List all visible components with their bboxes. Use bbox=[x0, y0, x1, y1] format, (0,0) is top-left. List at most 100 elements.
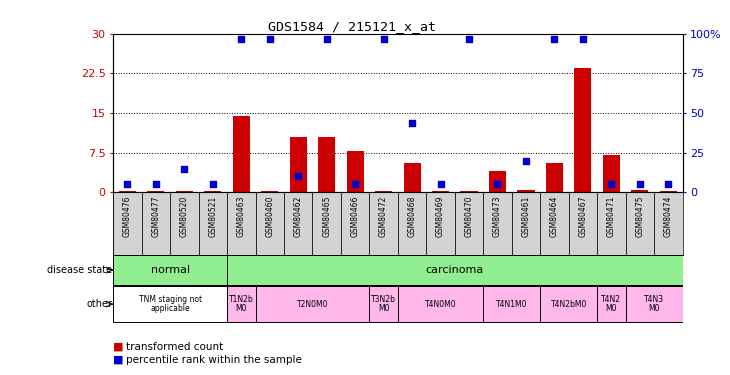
Point bbox=[264, 36, 276, 42]
Text: GSM80464: GSM80464 bbox=[550, 195, 559, 237]
Bar bbox=[176, 191, 193, 192]
Bar bbox=[318, 137, 335, 192]
Point bbox=[406, 120, 418, 126]
Bar bbox=[546, 163, 563, 192]
Bar bbox=[142, 192, 170, 255]
Point bbox=[435, 182, 447, 188]
Bar bbox=[284, 192, 312, 255]
Text: T4N2
M0: T4N2 M0 bbox=[602, 295, 621, 314]
Text: GSM80467: GSM80467 bbox=[578, 195, 588, 237]
Text: GSM80461: GSM80461 bbox=[521, 195, 531, 237]
Bar bbox=[375, 191, 392, 192]
Text: GSM80473: GSM80473 bbox=[493, 195, 502, 237]
Text: transformed count: transformed count bbox=[126, 342, 223, 352]
Text: TNM staging not
applicable: TNM staging not applicable bbox=[139, 295, 201, 314]
Point bbox=[663, 182, 675, 188]
Text: GSM80469: GSM80469 bbox=[436, 195, 445, 237]
Text: GSM80462: GSM80462 bbox=[293, 195, 303, 237]
Text: GSM80460: GSM80460 bbox=[265, 195, 274, 237]
Bar bbox=[461, 191, 477, 192]
Text: T4N3
M0: T4N3 M0 bbox=[644, 295, 664, 314]
Text: carcinoma: carcinoma bbox=[426, 265, 484, 275]
Bar bbox=[631, 190, 648, 192]
Bar bbox=[347, 151, 364, 192]
Text: disease state: disease state bbox=[47, 265, 112, 275]
Bar bbox=[227, 192, 256, 255]
Bar bbox=[255, 192, 284, 255]
Point bbox=[350, 182, 361, 188]
Bar bbox=[603, 155, 620, 192]
Bar bbox=[626, 286, 683, 322]
Text: T4N0M0: T4N0M0 bbox=[425, 300, 456, 309]
Bar bbox=[290, 137, 307, 192]
Text: T4N2bM0: T4N2bM0 bbox=[550, 300, 587, 309]
Point bbox=[293, 173, 304, 179]
Bar bbox=[255, 286, 369, 322]
Bar bbox=[113, 192, 142, 255]
Bar bbox=[518, 190, 534, 192]
Text: GSM80521: GSM80521 bbox=[208, 195, 218, 237]
Text: GSM80475: GSM80475 bbox=[635, 195, 645, 237]
Point bbox=[321, 36, 333, 42]
Bar bbox=[626, 192, 654, 255]
Bar bbox=[199, 192, 227, 255]
Text: normal: normal bbox=[150, 265, 190, 275]
Text: GSM80520: GSM80520 bbox=[180, 195, 189, 237]
Text: GSM80470: GSM80470 bbox=[464, 195, 474, 237]
Text: T4N1M0: T4N1M0 bbox=[496, 300, 528, 309]
Text: GSM80465: GSM80465 bbox=[322, 195, 331, 237]
Bar bbox=[432, 191, 449, 192]
Point bbox=[207, 182, 219, 188]
Bar bbox=[398, 286, 483, 322]
Bar bbox=[227, 255, 683, 285]
Bar bbox=[455, 192, 483, 255]
Title: GDS1584 / 215121_x_at: GDS1584 / 215121_x_at bbox=[269, 20, 437, 33]
Bar bbox=[512, 192, 540, 255]
Bar bbox=[575, 68, 591, 192]
Bar bbox=[426, 192, 455, 255]
Text: T1N2b
M0: T1N2b M0 bbox=[229, 295, 253, 314]
Bar bbox=[147, 191, 164, 192]
Bar bbox=[489, 171, 506, 192]
Point bbox=[121, 182, 134, 188]
Point bbox=[378, 36, 390, 42]
Bar bbox=[597, 286, 626, 322]
Bar bbox=[483, 286, 540, 322]
Bar bbox=[113, 255, 227, 285]
Text: ■: ■ bbox=[113, 342, 123, 352]
Text: GSM80471: GSM80471 bbox=[607, 195, 616, 237]
Text: ■: ■ bbox=[113, 355, 123, 365]
Text: T2N0M0: T2N0M0 bbox=[296, 300, 328, 309]
Point bbox=[549, 36, 561, 42]
Text: GSM80472: GSM80472 bbox=[379, 195, 388, 237]
Text: GSM80463: GSM80463 bbox=[237, 195, 246, 237]
Text: percentile rank within the sample: percentile rank within the sample bbox=[126, 355, 301, 365]
Bar bbox=[654, 192, 683, 255]
Bar bbox=[312, 192, 341, 255]
Bar bbox=[233, 116, 250, 192]
Text: T3N2b
M0: T3N2b M0 bbox=[371, 295, 396, 314]
Point bbox=[492, 182, 504, 188]
Bar bbox=[540, 286, 597, 322]
Bar bbox=[113, 286, 227, 322]
Point bbox=[236, 36, 247, 42]
Bar bbox=[569, 192, 597, 255]
Bar bbox=[261, 191, 278, 192]
Text: other: other bbox=[87, 299, 112, 309]
Bar bbox=[398, 192, 426, 255]
Bar bbox=[369, 286, 398, 322]
Bar bbox=[119, 191, 136, 192]
Bar bbox=[540, 192, 569, 255]
Point bbox=[464, 36, 475, 42]
Point bbox=[606, 182, 618, 188]
Bar bbox=[170, 192, 199, 255]
Text: GSM80477: GSM80477 bbox=[151, 195, 161, 237]
Point bbox=[577, 36, 589, 42]
Text: GSM80474: GSM80474 bbox=[664, 195, 673, 237]
Bar bbox=[660, 191, 677, 192]
Point bbox=[178, 165, 190, 171]
Bar bbox=[227, 286, 256, 322]
Text: GSM80476: GSM80476 bbox=[123, 195, 132, 237]
Bar bbox=[341, 192, 369, 255]
Text: GSM80468: GSM80468 bbox=[407, 195, 417, 237]
